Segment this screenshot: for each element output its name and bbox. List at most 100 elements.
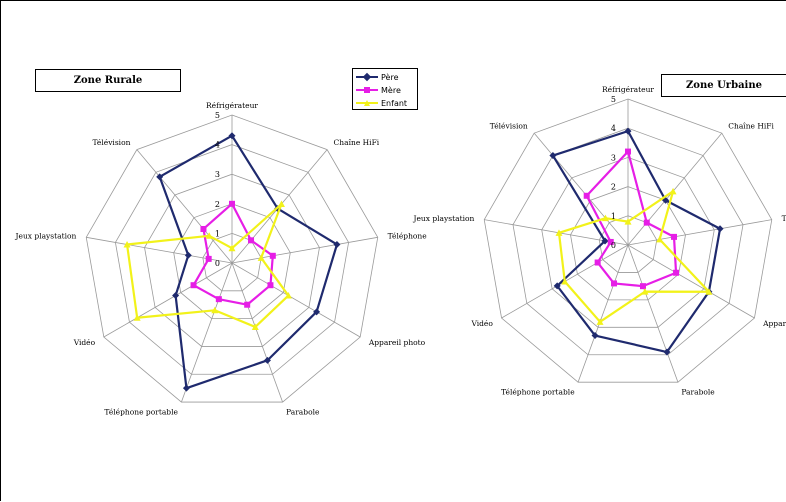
- data-point: [641, 288, 649, 295]
- category-label: Réfrigérateur: [602, 85, 654, 94]
- category-label: Jeux playstation: [15, 232, 77, 241]
- legend-item-pere: Père: [356, 71, 399, 83]
- grid-ring: [114, 144, 350, 375]
- legend-swatch-enfant: [356, 100, 378, 106]
- grid-ring: [512, 127, 744, 356]
- grid-ring: [173, 203, 291, 320]
- data-point: [625, 148, 631, 155]
- data-point: [284, 292, 292, 299]
- data-point: [601, 237, 609, 245]
- data-point: [156, 173, 164, 181]
- zone-rurale-title: Zone Rurale: [35, 69, 181, 92]
- data-point: [671, 233, 678, 240]
- grid-spoke: [103, 262, 233, 338]
- series-line-2: [192, 202, 274, 306]
- tick-label: 3: [611, 153, 616, 162]
- data-point: [182, 384, 190, 392]
- grid-spoke: [627, 244, 755, 319]
- data-point: [591, 332, 599, 340]
- data-point: [716, 225, 724, 233]
- data-point: [669, 187, 677, 195]
- data-point: [228, 244, 236, 252]
- category-label: Téléphone portable: [104, 407, 178, 416]
- data-point: [583, 192, 590, 199]
- category-label: Réfrigérateur: [206, 101, 258, 110]
- data-point: [705, 288, 713, 295]
- category-label: Télévision: [93, 138, 131, 147]
- data-point: [663, 348, 671, 356]
- grid-spoke: [627, 132, 723, 246]
- data-point: [607, 238, 614, 245]
- data-point: [611, 280, 618, 287]
- zone-urbaine-title: Zone Urbaine: [661, 74, 786, 97]
- data-point: [313, 308, 321, 316]
- data-point: [549, 152, 557, 160]
- tick-label: 5: [215, 111, 220, 120]
- tick-label: 1: [611, 212, 616, 221]
- data-point: [263, 356, 271, 364]
- data-point: [184, 251, 192, 259]
- data-point: [200, 225, 207, 232]
- legend-item-mere: Mère: [356, 84, 401, 96]
- series-line-3: [557, 190, 711, 323]
- tick-label: 4: [611, 124, 616, 133]
- series-line-2: [585, 150, 678, 288]
- data-point: [248, 237, 255, 244]
- data-point: [205, 255, 212, 262]
- legend-label-pere: Père: [381, 72, 399, 82]
- category-label: Appareil photo: [368, 338, 426, 347]
- data-point: [229, 200, 235, 207]
- data-point: [269, 252, 276, 259]
- grid-ring: [570, 186, 686, 301]
- tick-label: 2: [611, 183, 616, 192]
- grid-spoke: [533, 132, 629, 246]
- data-point: [257, 254, 265, 261]
- legend-label-mere: Mère: [381, 85, 401, 95]
- tick-label: 3: [215, 170, 220, 179]
- data-point: [673, 269, 680, 276]
- series-line-1: [551, 130, 722, 354]
- legend-swatch-pere: [356, 72, 378, 82]
- category-label: Téléphone: [782, 214, 786, 223]
- data-point: [656, 235, 664, 243]
- data-point: [624, 218, 632, 225]
- data-point: [639, 283, 646, 290]
- grid-spoke: [231, 236, 378, 264]
- data-point: [215, 296, 222, 303]
- grid-spoke: [627, 244, 679, 383]
- data-point: [624, 127, 632, 135]
- legend-item-enfant: Enfant: [356, 97, 407, 109]
- data-point: [601, 214, 609, 222]
- grid-ring: [144, 173, 320, 347]
- grid-ring: [541, 156, 715, 328]
- category-label: Chaîne HiFi: [728, 121, 774, 130]
- category-label: Jeux playstation: [412, 214, 474, 223]
- category-label: Parabole: [286, 407, 320, 416]
- grid-spoke: [231, 262, 283, 403]
- data-point: [251, 323, 259, 330]
- category-label: Vidéo: [73, 338, 96, 347]
- data-point: [333, 240, 341, 248]
- grid-spoke: [577, 244, 629, 383]
- legend-label-enfant: Enfant: [381, 98, 408, 108]
- tick-label: 0: [611, 241, 616, 250]
- category-label: Télévision: [490, 121, 528, 130]
- series-line-1: [158, 134, 339, 390]
- legend-swatch-mere: [356, 87, 378, 93]
- data-point: [643, 219, 650, 226]
- grid-spoke: [627, 219, 772, 246]
- grid-spoke: [231, 262, 361, 338]
- data-point: [277, 200, 285, 208]
- grid-ring: [483, 98, 773, 383]
- data-point: [133, 314, 141, 321]
- data-point: [190, 282, 197, 289]
- data-point: [553, 282, 561, 290]
- category-label: Parabole: [681, 388, 715, 397]
- series-line-3: [125, 202, 290, 329]
- grid-ring: [85, 114, 379, 403]
- data-point: [244, 301, 251, 308]
